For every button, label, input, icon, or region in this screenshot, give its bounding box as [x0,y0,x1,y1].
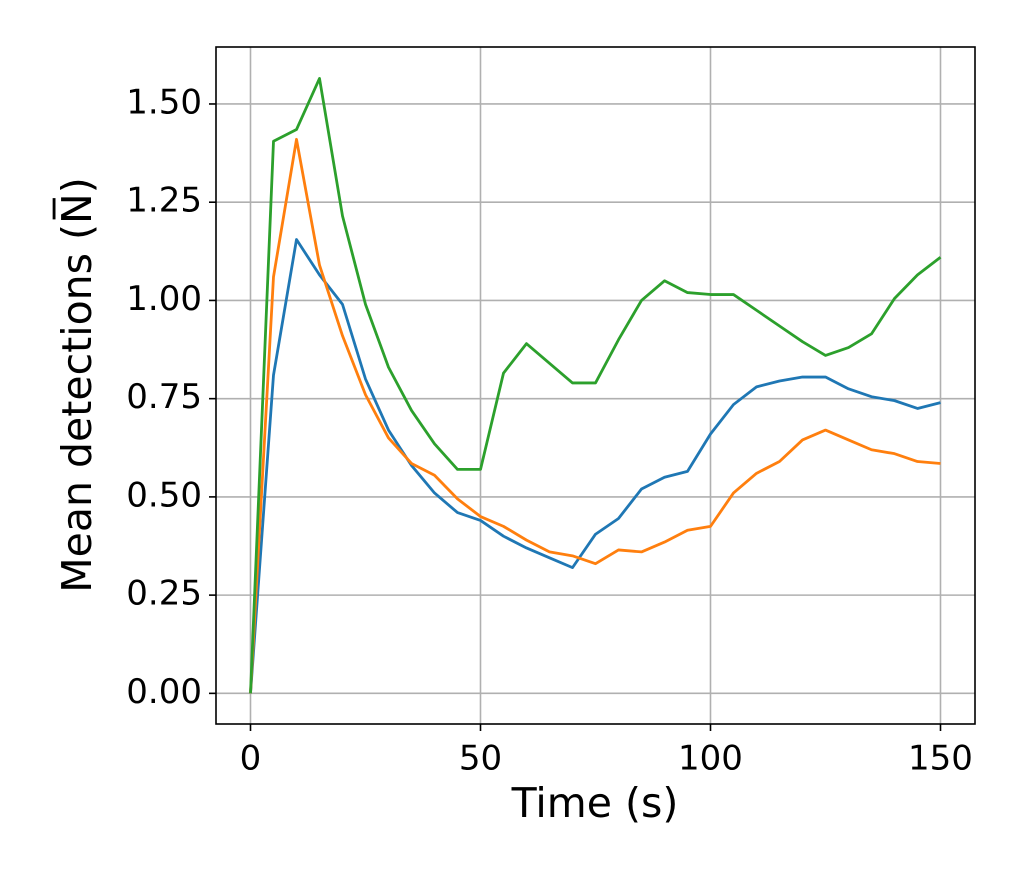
y-axis-label: Mean detections (N̅) [53,177,101,592]
x-tick-label: 50 [459,739,502,779]
y-tick-label: 1.00 [126,279,202,319]
series-line [249,238,941,694]
x-tick-label: 0 [240,739,262,779]
y-tick-label: 0.50 [126,475,202,515]
series-line [249,77,942,694]
y-tick-label: 1.25 [126,181,202,221]
series-line [249,137,941,694]
x-tick-label: 150 [908,739,973,779]
x-axis-label: Time (s) [511,779,679,827]
y-tick-label: 1.50 [126,82,202,122]
plot-frame [215,46,976,725]
y-tick-label: 0.75 [126,377,202,417]
x-tick-label: 100 [678,739,743,779]
y-tick-label: 0.00 [126,672,202,712]
y-tick-label: 0.25 [126,574,202,614]
